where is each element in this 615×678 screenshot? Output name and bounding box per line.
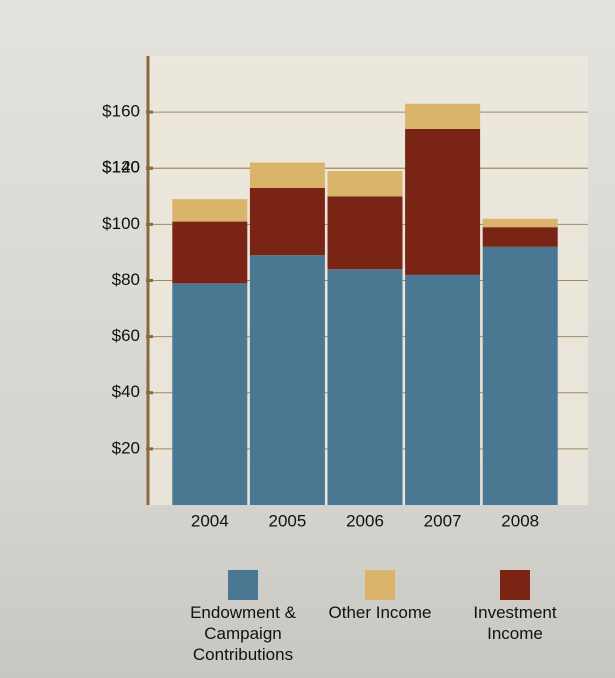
legend-swatch: [228, 570, 258, 600]
bar-segment: [172, 283, 248, 505]
bar-segment: [327, 196, 403, 270]
legend-label: Other Income: [328, 603, 432, 622]
bar-segment: [249, 187, 325, 256]
bar-segment: [249, 162, 325, 188]
bar-segment: [405, 274, 481, 505]
bar-segment: [482, 218, 558, 228]
y-tick-label: $80: [112, 270, 140, 289]
bar-segment: [482, 246, 558, 505]
y-tick-label: $140: [102, 158, 140, 177]
bar-segment: [172, 221, 248, 284]
x-tick-label: 2005: [268, 511, 306, 530]
y-tick-label: $160: [102, 102, 140, 121]
legend-label: Investment Income: [473, 603, 557, 643]
x-tick-label: 2008: [501, 511, 539, 530]
y-tick-label: $20: [112, 438, 140, 457]
x-tick-label: 2007: [424, 511, 462, 530]
bar-segment: [327, 171, 403, 197]
bar-segment: [405, 128, 481, 275]
legend-swatch: [365, 570, 395, 600]
y-tick-label: $60: [112, 326, 140, 345]
x-tick-label: 2004: [191, 511, 229, 530]
legend-label: Endowment & Campaign Contributions: [190, 603, 296, 664]
bar-segment: [327, 269, 403, 505]
bar-segment: [405, 103, 481, 129]
legend-swatch: [500, 570, 530, 600]
x-tick-label: 2006: [346, 511, 384, 530]
y-tick-label: $40: [112, 382, 140, 401]
bar-segment: [172, 199, 248, 222]
bar-segment: [249, 255, 325, 505]
y-tick-label: $100: [102, 214, 140, 233]
y-tick-label: $120: [102, 158, 140, 177]
bar-segment: [482, 227, 558, 247]
